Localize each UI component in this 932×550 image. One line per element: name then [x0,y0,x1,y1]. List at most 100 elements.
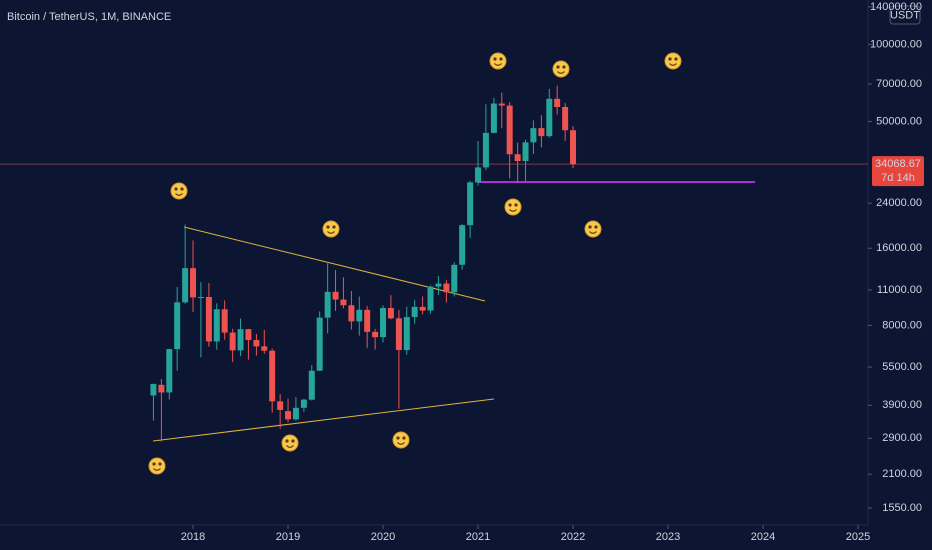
sticker-eye [396,436,400,440]
candle-body [364,309,371,332]
sticker-eye [158,462,162,466]
candle-body [174,302,181,350]
y-tick-label: 50000.00 [876,115,922,127]
candle-body [498,103,505,106]
sticker [504,198,522,216]
sticker [322,220,340,238]
candle-body [490,103,497,133]
candle-body [237,329,244,351]
candle-body [221,309,228,333]
candle-body [182,268,189,303]
y-tick-label: 140000.00 [870,1,922,13]
y-tick-label: 16000.00 [876,242,922,254]
sticker-mouth [557,71,565,74]
currency-badge-box[interactable] [889,5,921,25]
sticker-eye [508,203,512,207]
x-tick-label: 2018 [181,531,205,543]
sticker-eye [332,225,336,229]
countdown-label: 7d 14h [881,172,915,184]
y-tick-label: 11000.00 [877,284,922,296]
candle-body [451,264,458,293]
sticker-eye [402,436,406,440]
candle-body [419,306,426,311]
candle-body [554,98,561,108]
candle-body [158,384,165,393]
candle-body [403,317,410,350]
sticker-mouth [397,442,405,445]
candle-body [435,283,442,287]
candle-body [261,346,268,351]
candle-body [506,105,513,155]
candle-body [546,98,553,137]
trend-line [183,226,486,302]
sticker-eye [285,439,289,443]
candle-body [427,286,434,311]
sticker [584,220,602,238]
candle-body [277,401,284,410]
candle-body [467,182,474,226]
candle-body [538,128,545,137]
candle-body [530,128,537,143]
sticker-mouth [327,231,335,234]
sticker-mouth [286,445,294,448]
candle-body [316,317,323,371]
currency-label[interactable]: USDT [890,9,920,21]
x-tick-label: 2020 [371,531,395,543]
sticker [552,60,570,78]
sticker-eye [326,225,330,229]
y-tick-label: 70000.00 [876,78,922,90]
sticker-eye [493,57,497,61]
candle-body [285,411,292,420]
sticker-mouth [669,63,677,66]
sticker-eye [562,65,566,69]
sticker-eye [499,57,503,61]
last-price-label: 34068.67 [875,158,921,170]
y-tick-label: 5500.00 [882,361,922,373]
sticker-eye [674,57,678,61]
candle-body [514,154,521,162]
sticker-mouth [175,193,183,196]
candle-body [372,331,379,338]
candle-body [570,130,577,165]
sticker-eye [594,225,598,229]
sticker-eye [556,65,560,69]
currency-badge[interactable]: USDT [889,5,921,25]
drawings [152,181,755,442]
candle-body [395,318,402,351]
candle-body [482,132,489,168]
x-tick-label: 2024 [751,531,775,543]
candle-body [356,309,363,322]
sticker-mouth [589,231,597,234]
x-tick-label: 2023 [656,531,680,543]
stickers [148,52,682,475]
candle-body [443,283,450,293]
candle-body [562,107,569,131]
candle-body [380,308,387,338]
y-tick-label: 2100.00 [882,468,922,480]
sticker-eye [514,203,518,207]
sticker-eye [174,187,178,191]
sticker [392,431,410,449]
candle-body [269,350,276,402]
sticker-mouth [494,63,502,66]
y-tick-label: 24000.00 [876,197,922,209]
x-tick-label: 2019 [276,531,300,543]
candle-body [300,399,307,408]
candle-body [253,340,260,347]
sticker [170,182,188,200]
candle-body [308,370,315,400]
candle-body [324,291,331,318]
candle-body [387,308,394,319]
y-tick-label: 100000.00 [870,38,922,50]
candle-body [245,329,252,341]
candle-body [190,268,197,298]
sticker-mouth [509,209,517,212]
candle-body [205,296,212,342]
sticker [664,52,682,70]
candle-body [459,225,466,265]
candle-body [522,142,529,162]
candle-body [166,349,173,393]
x-tick-label: 2021 [466,531,490,543]
